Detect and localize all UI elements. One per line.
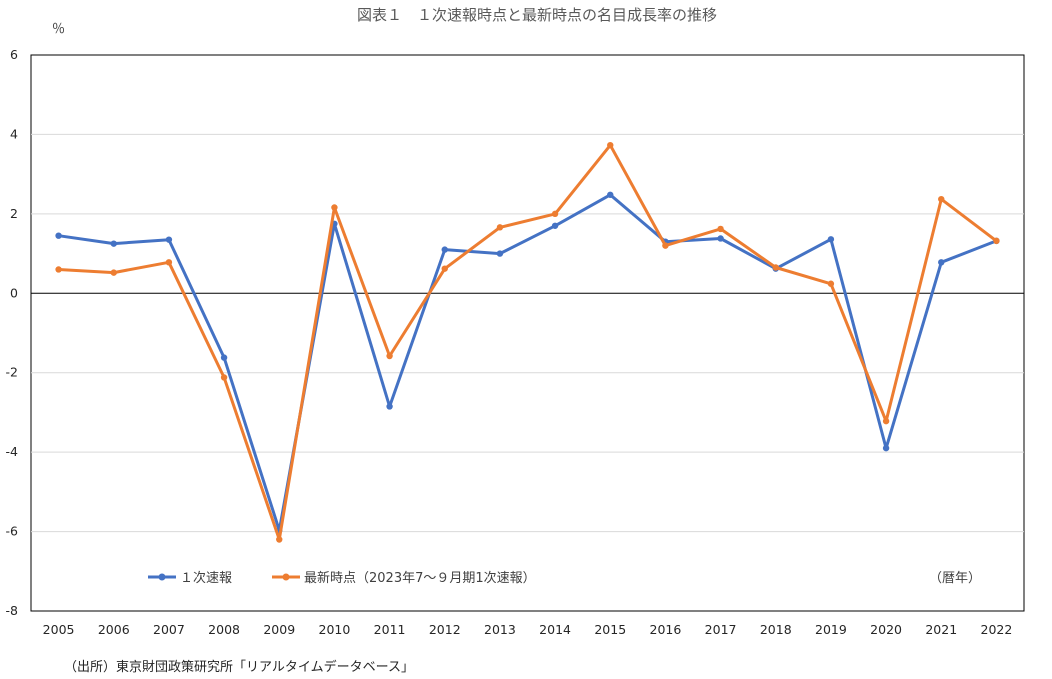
y-tick-label: 0: [10, 285, 18, 300]
data-point: [165, 236, 173, 243]
x-tick-label: 2012: [429, 622, 461, 637]
x-tick-label: 2022: [981, 622, 1013, 637]
x-tick-label: 2018: [760, 622, 792, 637]
data-point: [110, 240, 117, 247]
data-point: [441, 246, 448, 253]
data-point: [827, 280, 835, 287]
legend: １次速報 最新時点（2023年7～９月期1次速報）: [148, 570, 536, 586]
data-point: [882, 417, 890, 425]
x-tick-label: 2019: [815, 622, 847, 637]
data-point: [496, 250, 504, 257]
x-tick-label: 2017: [705, 622, 737, 637]
legend-label-series-2: 最新時点（2023年7～９月期1次速報）: [304, 570, 536, 586]
y-tick-label: -2: [6, 365, 18, 380]
y-tick-label: 4: [10, 126, 18, 141]
x-axis-note: （暦年）: [929, 571, 981, 586]
x-tick-label: 2020: [870, 622, 902, 637]
data-point: [551, 222, 559, 229]
legend-label-series-1: １次速報: [180, 570, 232, 586]
y-tick-label: -6: [6, 524, 19, 539]
data-point: [938, 195, 945, 203]
data-point: [993, 237, 1000, 245]
series-line-1: [57, 193, 998, 532]
data-point: [165, 259, 173, 266]
source-note: （出所）東京財団政策研究所「リアルタイムデータベース」: [64, 659, 414, 675]
plot-area: [30, 54, 1025, 612]
data-point: [607, 141, 614, 149]
series-1: [55, 191, 1000, 534]
x-tick-label: 2007: [153, 622, 185, 637]
series-line-2: [57, 143, 998, 541]
data-point: [827, 236, 835, 243]
data-point: [882, 444, 890, 452]
data-point: [220, 374, 228, 381]
data-point: [55, 266, 62, 273]
x-tick-label: 2009: [263, 622, 295, 637]
y-axis-ticks: 6 4 2 0 -2 -4 -6 -8: [6, 47, 19, 618]
x-tick-label: 2016: [650, 622, 682, 637]
data-point: [220, 354, 228, 361]
x-tick-label: 2013: [484, 622, 516, 637]
data-point: [331, 204, 338, 211]
data-point: [441, 265, 448, 272]
x-tick-label: 2008: [208, 622, 240, 637]
y-tick-label: -4: [6, 444, 19, 459]
x-tick-label: 2015: [594, 622, 626, 637]
data-point: [551, 210, 559, 218]
grid-lines: [31, 133, 1024, 533]
data-point: [772, 264, 779, 271]
y-axis-unit: ％: [52, 22, 65, 37]
x-axis-ticks: 2005 2006 2007 2008 2009 2010 2011 2012 2013 2014…: [43, 622, 1013, 637]
series-layer: [55, 141, 1000, 543]
x-tick-label: 2010: [319, 622, 351, 637]
legend-marker-series-2: [282, 573, 290, 581]
series-2: [55, 141, 1000, 543]
legend-marker-series-1: [158, 573, 166, 581]
y-tick-label: -8: [6, 603, 19, 618]
x-tick-label: 2021: [925, 622, 957, 637]
data-point: [717, 225, 724, 233]
data-point: [662, 242, 669, 249]
y-tick-label: 6: [10, 47, 18, 62]
data-point: [496, 224, 504, 231]
y-tick-label: 2: [10, 206, 18, 221]
data-point: [607, 191, 614, 198]
data-point: [110, 269, 117, 276]
x-tick-label: 2006: [98, 622, 130, 637]
x-tick-label: 2011: [374, 622, 406, 637]
x-tick-label: 2005: [43, 622, 75, 637]
data-point: [55, 232, 62, 239]
data-point: [938, 259, 945, 266]
data-point: [717, 235, 724, 242]
data-point: [386, 352, 393, 360]
x-tick-label: 2014: [539, 622, 571, 637]
chart-title: 図表１ １次速報時点と最新時点の名目成長率の推移: [357, 6, 717, 24]
data-point: [386, 403, 393, 410]
data-point: [276, 536, 283, 543]
